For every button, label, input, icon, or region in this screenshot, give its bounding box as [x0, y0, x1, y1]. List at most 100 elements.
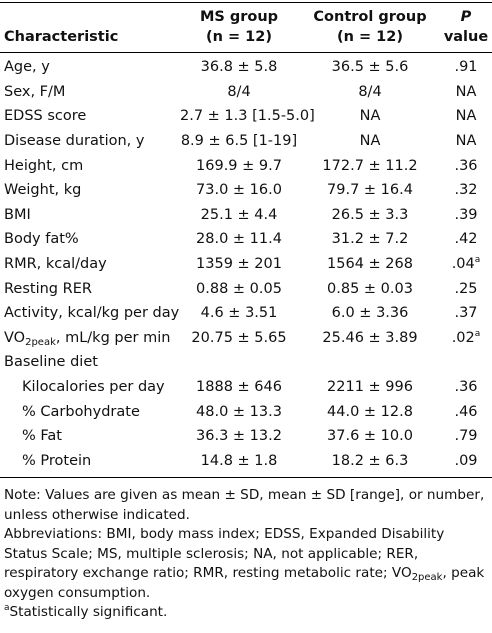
- column-header: Control group (n = 12): [300, 3, 440, 53]
- header-line: (n = 12): [205, 29, 272, 45]
- table-cell: 8/4: [227, 83, 251, 100]
- table-cell: .46: [454, 403, 478, 420]
- table-header: Characteristic MS group (n = 12) Control gr…: [0, 2, 492, 53]
- footnote: aStatistically significant.: [4, 603, 488, 623]
- header-line: P: [460, 9, 472, 25]
- superscript: a: [474, 255, 481, 266]
- table-cell: .25: [454, 280, 478, 297]
- table-cell: NA: [455, 108, 477, 125]
- table-cell: 1359 ± 201: [196, 256, 282, 273]
- table-cell: 1888 ± 646: [196, 379, 282, 396]
- table-cell: 25.46 ± 3.89: [322, 329, 418, 346]
- table-row: Sex, F/M 8/4 8/4 NA: [0, 80, 492, 105]
- table-cell: .36: [454, 379, 478, 396]
- text-run: .02: [451, 329, 475, 346]
- footnote: Note: Values are given as mean ± SD, mea…: [4, 487, 485, 523]
- header-line: MS group: [199, 9, 279, 25]
- subscript: 2peak: [25, 336, 56, 348]
- table-row: Kilocalories per day 1888 ± 646 2211 ± 996…: [0, 375, 492, 400]
- table-cell: 0.88 ± 0.05: [196, 280, 282, 297]
- table-cell: NA: [359, 108, 381, 125]
- row-label: Sex, F/M: [4, 83, 66, 100]
- table-cell: 36.8 ± 5.8: [200, 59, 278, 76]
- text-run: .04: [451, 256, 475, 273]
- table-cell: 18.2 ± 6.3: [331, 452, 409, 469]
- group-row: Baseline diet: [0, 350, 492, 375]
- text-run: VO: [4, 329, 26, 346]
- text-run: , mL/kg per min: [55, 329, 171, 346]
- row-label: Resting RER: [4, 280, 92, 297]
- row-label: % Carbohydrate: [22, 403, 140, 420]
- data-table: Characteristic MS group (n = 12) Control gr…: [0, 2, 492, 478]
- row-label: Height, cm: [4, 157, 84, 174]
- table-cell: .32: [454, 182, 478, 199]
- row-label: Weight, kg: [4, 182, 82, 199]
- table-row: Disease duration, y 8.9 ± 6.5 [1-19] NA NA: [0, 129, 492, 154]
- table-cell: 4.6 ± 3.51: [200, 305, 278, 322]
- table-cell: 169.9 ± 9.7: [196, 157, 282, 174]
- table-cell: 36.3 ± 13.2: [196, 428, 282, 445]
- table-cell: .36: [454, 157, 478, 174]
- text-run: Abbreviations: BMI, body mass index; EDS…: [4, 526, 445, 582]
- footnote: Abbreviations: BMI, body mass index; EDS…: [4, 525, 488, 603]
- group-label: Baseline diet: [4, 354, 98, 371]
- table-body: Age, y 36.8 ± 5.8 36.5 ± 5.6 .91 Sex, F/M 8/4…: [0, 53, 492, 478]
- row-label: Age, y: [4, 59, 50, 76]
- table-row: EDSS score 2.7 ± 1.3 [1.5-5.0] NA NA: [0, 104, 492, 129]
- table-cell: 2.7 ± 1.3 [1.5-5.0]: [180, 108, 315, 125]
- table-row: Height, cm 169.9 ± 9.7 172.7 ± 11.2 .36: [0, 153, 492, 178]
- row-label: RMR, kcal/day: [4, 256, 107, 273]
- row-label: BMI: [4, 206, 31, 223]
- text-run: Statistically significant.: [9, 604, 168, 621]
- column-header: MS group (n = 12): [178, 3, 300, 53]
- table-cell: 44.0 ± 12.8: [327, 403, 413, 420]
- table-row: BMI 25.1 ± 4.4 26.5 ± 3.3 .39: [0, 203, 492, 228]
- table-cell: 6.0 ± 3.36: [331, 305, 409, 322]
- table-cell: 8/4: [358, 83, 382, 100]
- table-cell: .02a: [440, 326, 492, 351]
- table-cell: 79.7 ± 16.4: [327, 182, 413, 199]
- table-row: VO2peak, mL/kg per min 20.75 ± 5.65 25.46 …: [0, 326, 492, 351]
- table-row: % Protein 14.8 ± 1.8 18.2 ± 6.3 .09: [0, 449, 492, 478]
- text-run: , peak oxygen consumption.: [4, 565, 485, 601]
- table-cell: 26.5 ± 3.3: [331, 206, 409, 223]
- table-cell: 2211 ± 996: [327, 379, 413, 396]
- table-cell: 1564 ± 268: [327, 256, 413, 273]
- column-header: Characteristic: [0, 3, 178, 53]
- table-cell: NA: [455, 133, 477, 150]
- table-cell: .39: [454, 206, 478, 223]
- table-row: Weight, kg 73.0 ± 16.0 79.7 ± 16.4 .32: [0, 178, 492, 203]
- table-cell: 0.85 ± 0.03: [327, 280, 413, 297]
- table-row: % Fat 36.3 ± 13.2 37.6 ± 10.0 .79: [0, 424, 492, 449]
- table-cell: .04a: [440, 252, 492, 277]
- row-label: Kilocalories per day: [22, 379, 165, 396]
- superscript: a: [4, 603, 10, 614]
- row-label: VO2peak, mL/kg per min: [0, 326, 178, 351]
- table-row: RMR, kcal/day 1359 ± 201 1564 ± 268 .04a: [0, 252, 492, 277]
- table-cell: .91: [454, 59, 478, 76]
- table-cell: NA: [359, 133, 381, 150]
- table-cell: 25.1 ± 4.4: [200, 206, 278, 223]
- table-cell: .09: [454, 452, 478, 469]
- row-label: Body fat%: [4, 231, 79, 248]
- footnotes: Note: Values are given as mean ± SD, mea…: [0, 478, 492, 623]
- row-label: EDSS score: [4, 108, 87, 125]
- header-line: Control group: [313, 9, 427, 25]
- table-cell: 73.0 ± 16.0: [196, 182, 282, 199]
- header-line: (n = 12): [336, 29, 403, 45]
- subscript: 2peak: [411, 572, 443, 584]
- table-row: % Carbohydrate 48.0 ± 13.3 44.0 ± 12.8 .46: [0, 399, 492, 424]
- table-row: Age, y 36.8 ± 5.8 36.5 ± 5.6 .91: [0, 53, 492, 80]
- table-cell: 28.0 ± 11.4: [196, 231, 282, 248]
- table-row: Activity, kcal/kg per day 4.6 ± 3.51 6.0 ±…: [0, 301, 492, 326]
- table-cell: .37: [454, 305, 478, 322]
- table-cell: 31.2 ± 7.2: [331, 231, 409, 248]
- table-cell: 36.5 ± 5.6: [331, 59, 409, 76]
- table-cell: 8.9 ± 6.5 [1-19]: [180, 133, 298, 150]
- table-cell: 37.6 ± 10.0: [327, 428, 413, 445]
- table-cell: .42: [454, 231, 478, 248]
- table-cell: NA: [455, 83, 477, 100]
- row-label: Activity, kcal/kg per day: [4, 305, 180, 322]
